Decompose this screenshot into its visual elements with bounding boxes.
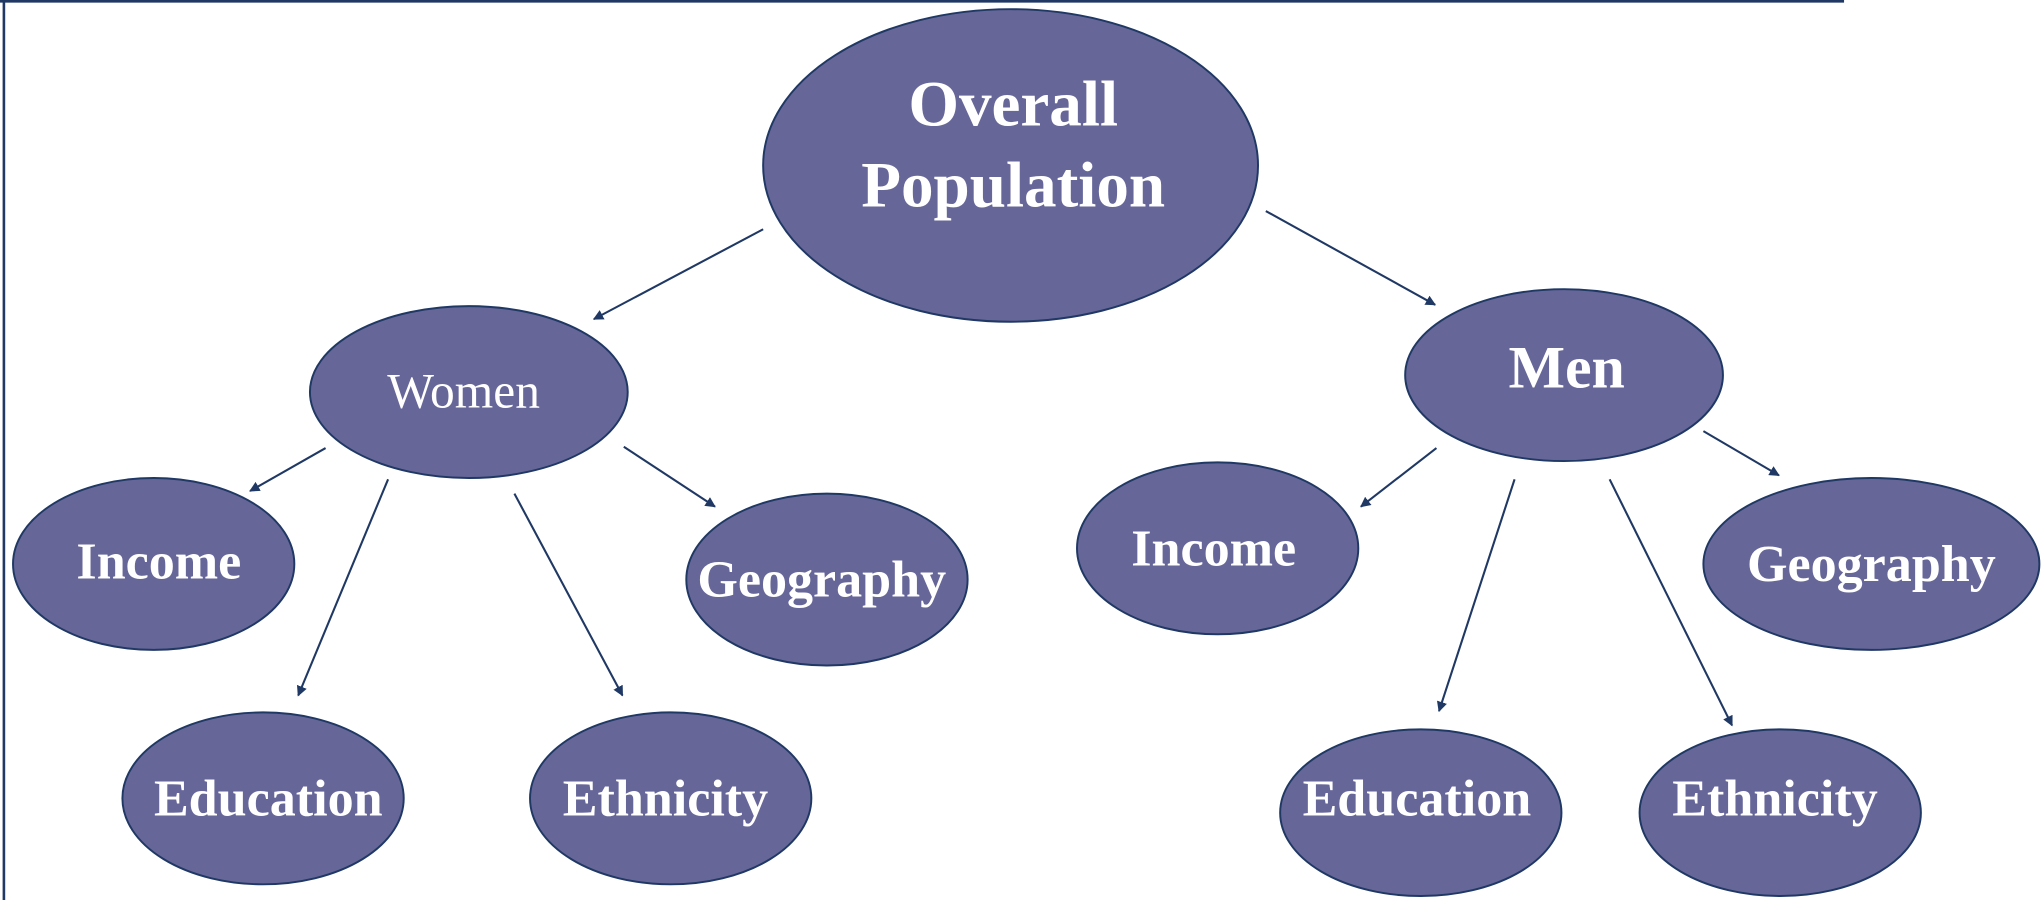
node-label: Income [1131,520,1296,577]
node-label: Men [1508,335,1624,401]
node-label: Geography [1747,536,1996,593]
node [529,711,813,886]
node [1076,461,1360,636]
node [685,492,969,667]
arrow [1265,210,1437,306]
node [1702,477,2041,651]
node-label: Ethnicity [1672,771,1877,828]
node [121,711,405,886]
node-label: Women [387,363,540,418]
node [762,8,1259,323]
node [1279,728,1563,898]
node-label: Income [76,534,241,591]
arrow [1360,447,1438,508]
arrow [297,478,390,697]
node-label: Ethnicity [563,771,768,828]
node [308,305,629,479]
arrow [1702,430,1780,477]
node-label: Geography [697,552,946,609]
arrow [623,445,716,508]
node [12,477,296,651]
node-label: Education [154,771,383,828]
node-label: Education [1303,771,1532,828]
node [1404,288,1724,463]
arrows [249,210,1780,727]
arrow [1608,478,1733,727]
arrow [513,493,624,697]
arrow [592,228,764,321]
arrow [1436,478,1516,713]
node [1638,728,1922,898]
node-label: Overall [908,69,1118,141]
nodes: Overall Population Women Income Educatio… [12,8,2041,898]
arrow [249,447,327,492]
node-label: Population [861,149,1165,221]
